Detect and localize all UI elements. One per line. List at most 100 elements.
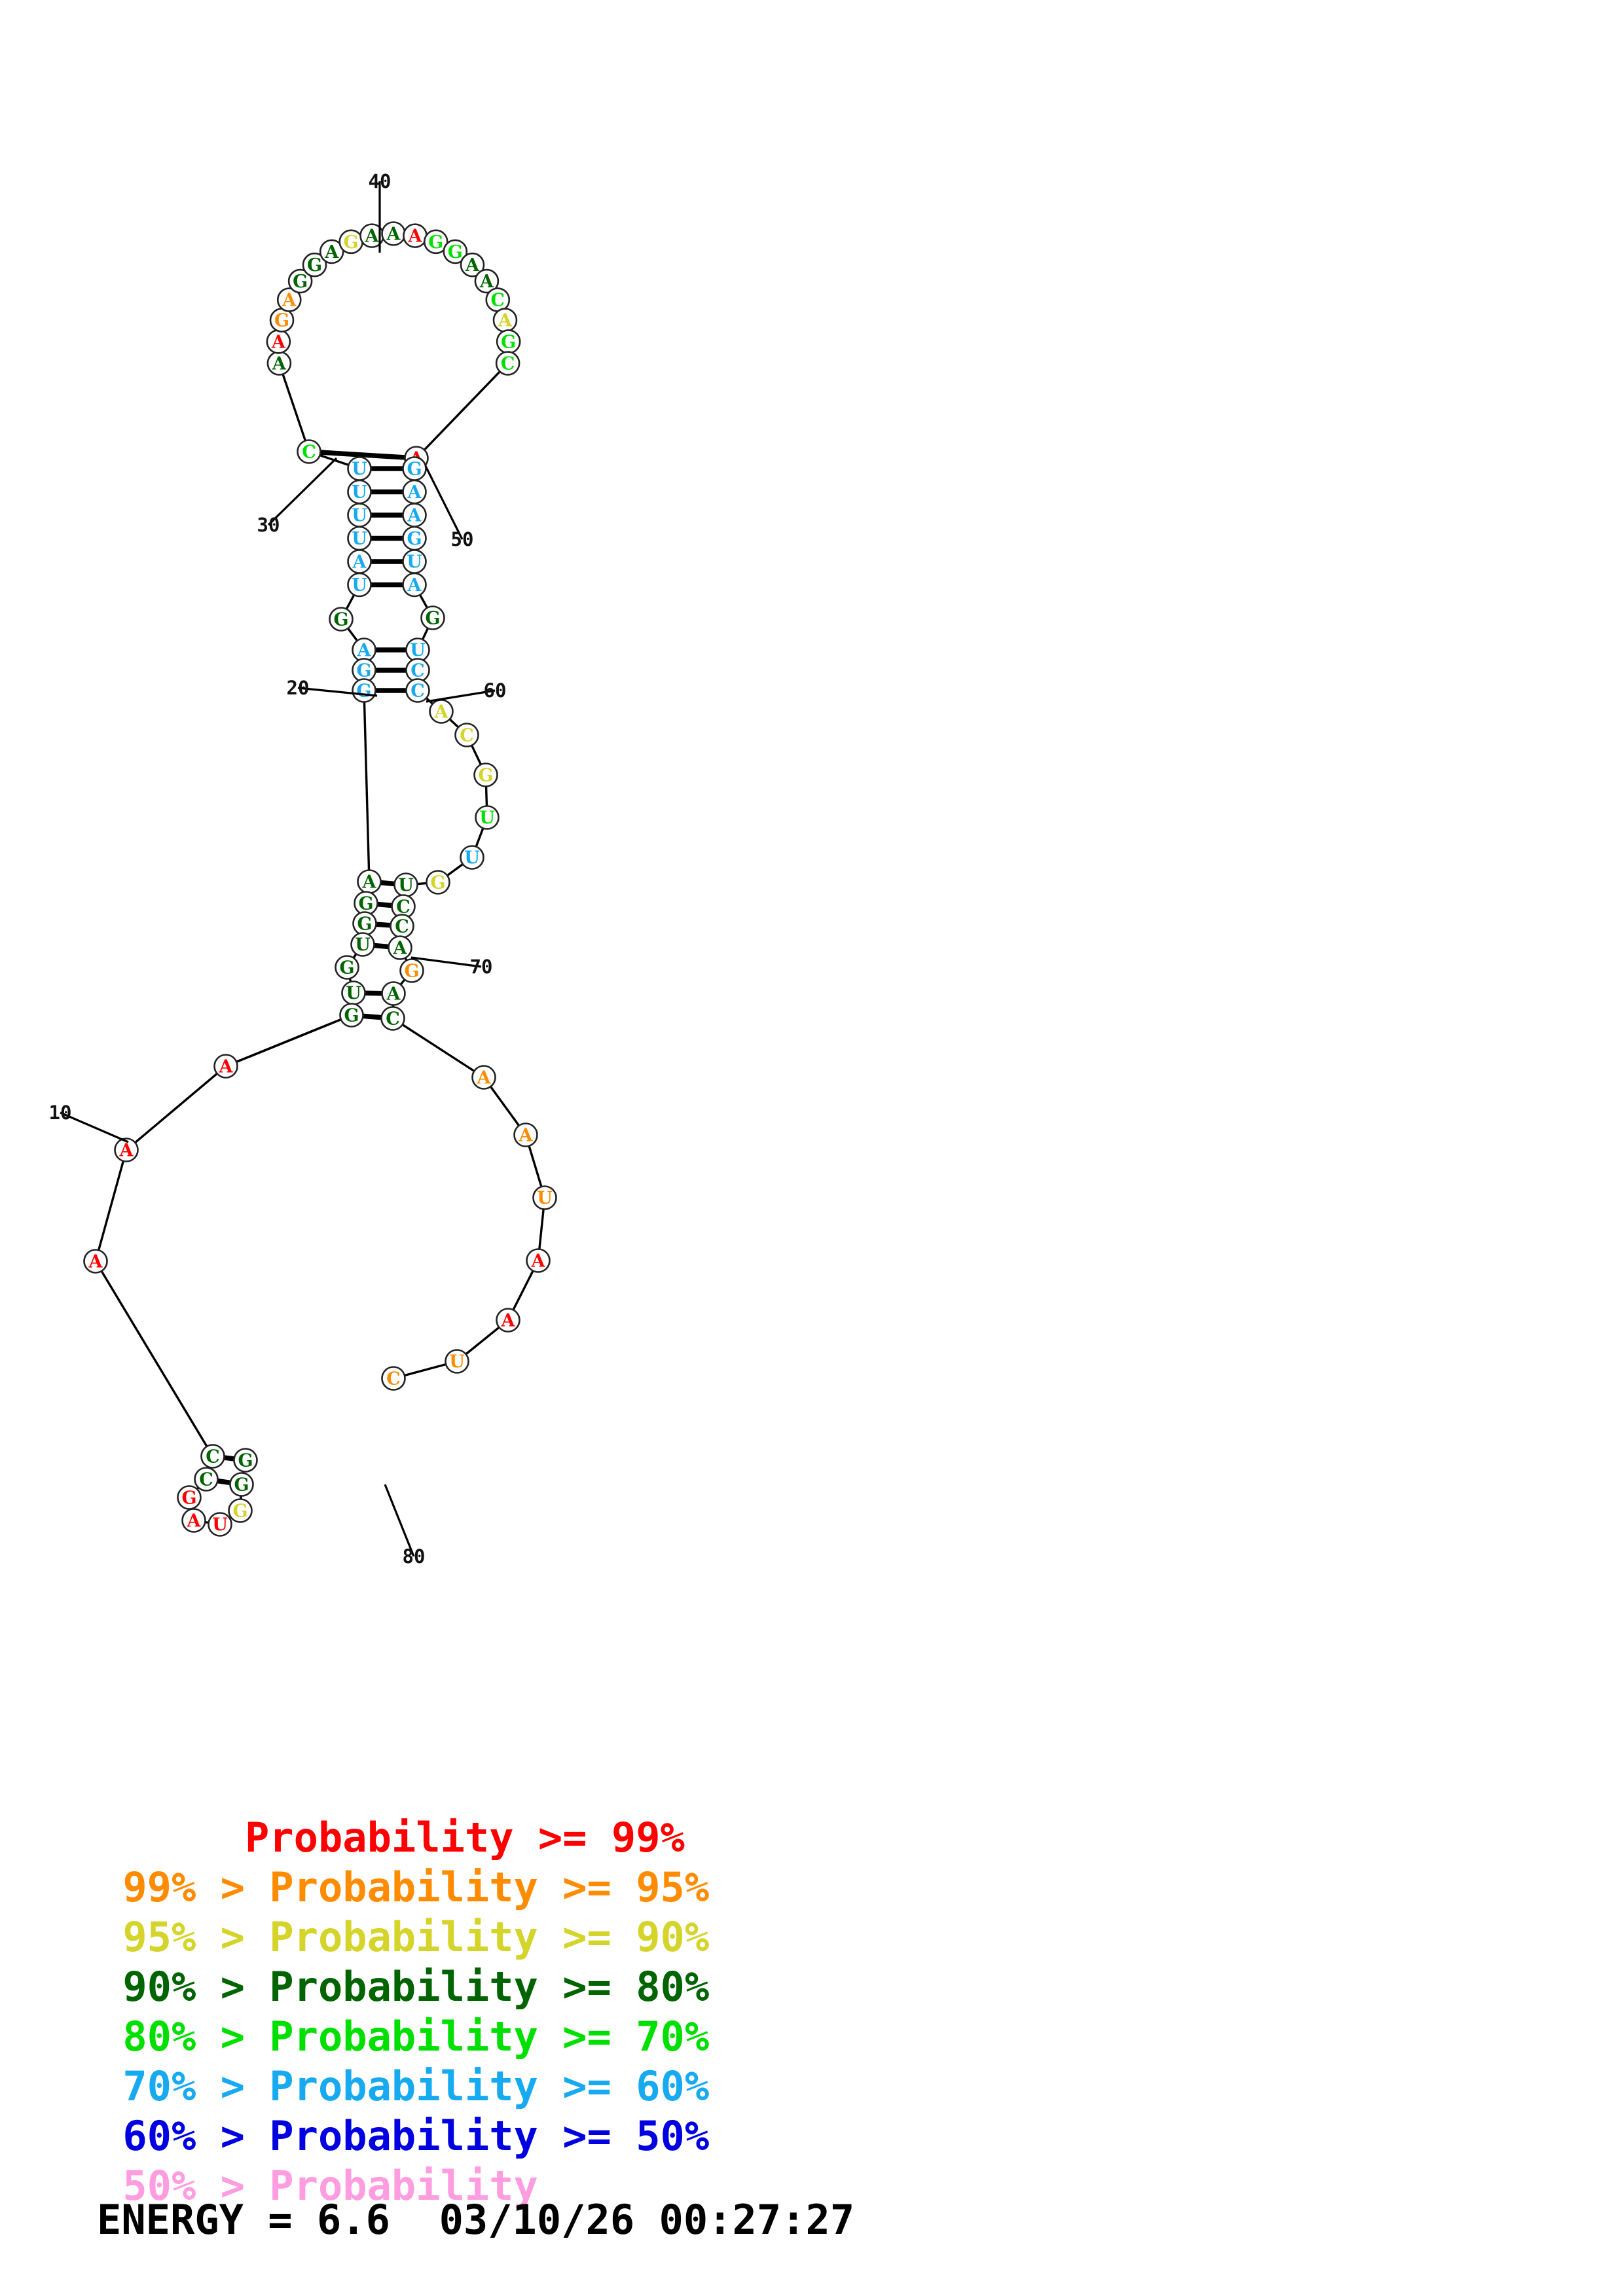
nucleotide-circle: [228, 1498, 253, 1523]
energy-line: ENERGY = 6.6 03/10/26 00:27:27: [97, 2196, 855, 2244]
nucleotide-A: A: [513, 1122, 538, 1147]
nucleotide-circle: [208, 1512, 232, 1537]
nucleotide-letter: G: [234, 1475, 249, 1496]
nucleotide-circle: [233, 1448, 258, 1473]
position-leader: [60, 1111, 129, 1143]
backbone-segment: [94, 1260, 214, 1458]
nucleotide-circle: [380, 1006, 405, 1031]
nucleotide-circle: [388, 935, 412, 960]
nucleotide-letter: A: [501, 1311, 516, 1331]
nucleotide-A: A: [266, 351, 292, 376]
nucleotide-letter: A: [88, 1252, 103, 1272]
nucleotide-letter: A: [386, 984, 401, 1005]
legend-row-7: 60% > Probability >= 50%: [98, 2112, 710, 2160]
nucleotide-A: A: [213, 1054, 238, 1079]
position-label-30: 30: [257, 514, 280, 536]
nucleotide-U: U: [347, 456, 372, 481]
nucleotide-A: A: [83, 1249, 108, 1274]
legend-row-4: 90% > Probability >= 80%: [98, 1963, 710, 2011]
position-leader: [297, 687, 378, 697]
nucleotide-circle: [420, 605, 445, 630]
nucleotide-U: U: [402, 549, 427, 574]
nucleotide-A: A: [266, 329, 291, 354]
nucleotide-circle: [402, 572, 427, 598]
nucleotide-letter: G: [293, 272, 308, 292]
nucleotide-letter: G: [478, 766, 493, 786]
nucleotide-G: G: [354, 891, 378, 916]
nucleotide-C: C: [200, 1444, 225, 1469]
position-label-60: 60: [484, 679, 507, 702]
nucleotide-circle: [200, 1444, 225, 1469]
base-pair-bond: [308, 449, 417, 461]
nucleotide-letter: A: [282, 291, 297, 311]
nucleotide-letter: G: [356, 681, 371, 702]
nucleotide-letter: A: [365, 226, 380, 247]
nucleotide-U: U: [208, 1512, 232, 1537]
probability-legend: Probability >= 99% 99% > Probability >= …: [0, 1813, 1623, 2211]
nucleotide-C: C: [381, 1366, 406, 1391]
nucleotide-letter: C: [410, 661, 425, 681]
nucleotide-A: A: [496, 1308, 520, 1333]
nucleotide-A: A: [471, 1065, 496, 1090]
nucleotide-circle: [496, 1308, 520, 1333]
nucleotide-circle: [460, 252, 485, 278]
nucleotide-U: U: [445, 1349, 469, 1374]
nucleotide-letter: A: [498, 311, 513, 331]
nucleotide-nodes: CAAGAGGAGAAAGGAACAGCAUUUUAUGAAGUAGGAGGUC…: [83, 221, 557, 1537]
nucleotide-C: C: [391, 894, 416, 919]
nucleotide-letter: A: [272, 354, 287, 374]
nucleotide-circle: [473, 762, 498, 787]
nucleotide-circle: [319, 239, 344, 264]
nucleotide-A: A: [359, 223, 384, 248]
nucleotide-letter: U: [449, 1352, 465, 1372]
nucleotide-circle: [352, 678, 376, 703]
nucleotide-G: G: [335, 955, 359, 980]
nucleotide-G: G: [399, 958, 424, 983]
legend-row-5: 80% > Probability >= 70%: [98, 2013, 710, 2060]
nucleotide-U: U: [341, 980, 366, 1005]
nucleotide-U: U: [347, 503, 372, 528]
position-label-10: 10: [49, 1102, 72, 1124]
nucleotide-A: A: [381, 981, 406, 1006]
nucleotide-G: G: [233, 1448, 258, 1473]
nucleotide-A: A: [402, 572, 427, 598]
nucleotide-letter: A: [219, 1057, 234, 1077]
nucleotide-circle: [474, 268, 500, 294]
nucleotide-C: C: [454, 723, 479, 747]
nucleotide-letter: A: [407, 575, 422, 596]
nucleotide-circle: [532, 1185, 557, 1210]
nucleotide-letter: A: [393, 939, 408, 959]
backbone-segment: [278, 362, 310, 453]
nucleotide-letter: U: [352, 459, 367, 480]
nucleotide-A: A: [181, 1508, 206, 1533]
nucleotide-circle: [194, 1467, 219, 1492]
backbone-segment: [363, 689, 371, 883]
nucleotide-letter: U: [352, 529, 367, 549]
position-leader-lines: [60, 181, 496, 1557]
nucleotide-A: A: [388, 935, 412, 960]
nucleotide-circle: [302, 252, 327, 278]
nucleotide-circle: [399, 958, 424, 983]
nucleotide-letter: U: [346, 984, 361, 1004]
nucleotide-letter: A: [465, 255, 480, 276]
nucleotide-letter: U: [464, 848, 480, 869]
nucleotide-G: G: [420, 605, 445, 630]
nucleotide-A: A: [347, 549, 372, 574]
nucleotide-G: G: [177, 1485, 202, 1510]
nucleotide-A: A: [319, 239, 344, 264]
nucleotide-letter: A: [519, 1126, 534, 1146]
nucleotide-letter: A: [407, 506, 422, 526]
nucleotide-A: A: [402, 479, 427, 505]
nucleotide-circle: [329, 607, 354, 632]
nucleotide-G: G: [496, 329, 521, 354]
nucleotide-A: A: [460, 252, 485, 278]
nucleotide-U: U: [475, 805, 500, 830]
position-number-labels: 10 20 30 40 50 60 70 80: [49, 170, 507, 1568]
nucleotide-circle: [513, 1122, 538, 1147]
nucleotide-C: C: [405, 658, 430, 683]
position-leader: [267, 457, 338, 526]
nucleotide-letter: G: [407, 529, 422, 549]
nucleotide-C: C: [297, 439, 321, 464]
